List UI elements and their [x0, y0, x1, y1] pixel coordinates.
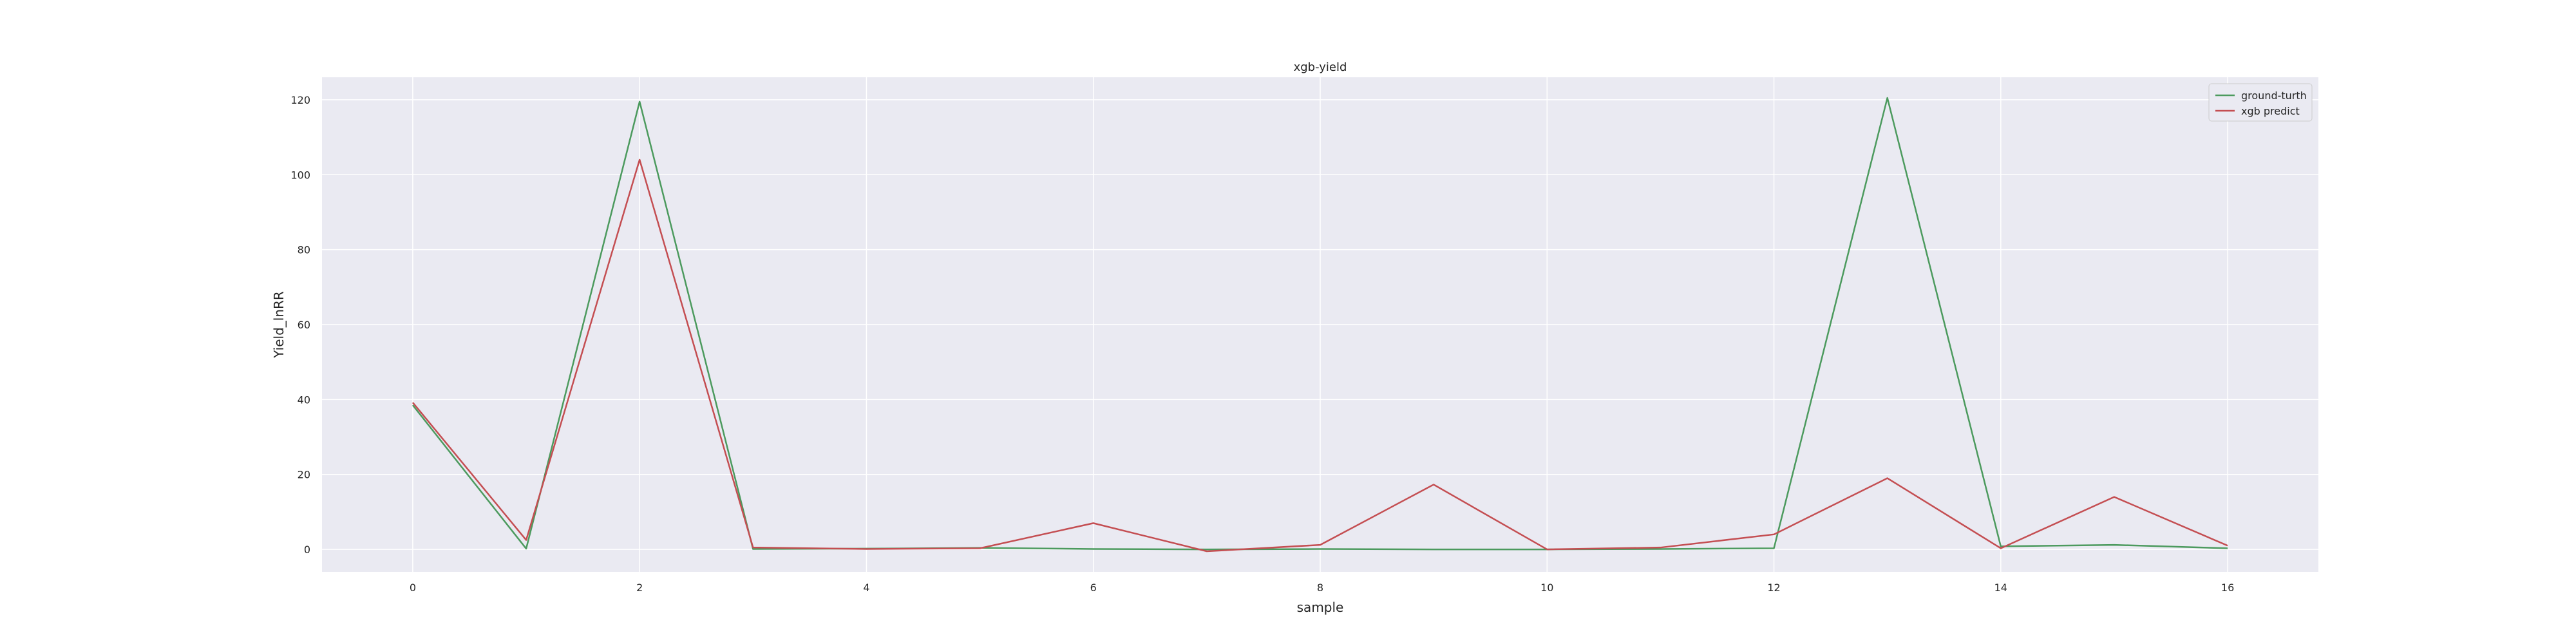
x-tick-label: 6: [1090, 582, 1097, 594]
axis-ticks: 0 2 4 6 8 10 12 14 16 0 20 40 60 80 100 120: [290, 94, 2234, 594]
x-tick-label: 16: [2221, 582, 2234, 594]
x-tick-label: 10: [1540, 582, 1553, 594]
y-axis-label: Yield_lnRR: [271, 291, 287, 359]
y-tick-label: 0: [304, 544, 310, 556]
legend-label: ground-turth: [2241, 90, 2307, 102]
x-tick-label: 14: [1994, 582, 2007, 594]
x-tick-label: 4: [863, 582, 869, 594]
chart-title: xgb-yield: [1294, 61, 1347, 74]
legend-label: xgb predict: [2241, 105, 2300, 117]
y-tick-label: 100: [290, 169, 310, 181]
y-tick-label: 60: [298, 319, 310, 331]
x-tick-label: 0: [410, 582, 416, 594]
legend: ground-turth xgb predict: [2208, 83, 2313, 122]
x-tick-label: 2: [636, 582, 643, 594]
y-tick-label: 20: [298, 469, 310, 481]
x-tick-label: 8: [1317, 582, 1323, 594]
legend-box: [2208, 83, 2313, 122]
series-line-2: [412, 158, 2228, 553]
series-line-1: [412, 97, 2228, 551]
y-tick-label: 80: [298, 244, 310, 256]
x-axis-label: sample: [1297, 600, 1344, 615]
x-tick-label: 12: [1767, 582, 1780, 594]
y-tick-label: 40: [298, 393, 310, 406]
series-lines: [412, 97, 2228, 553]
y-tick-label: 120: [290, 94, 310, 106]
